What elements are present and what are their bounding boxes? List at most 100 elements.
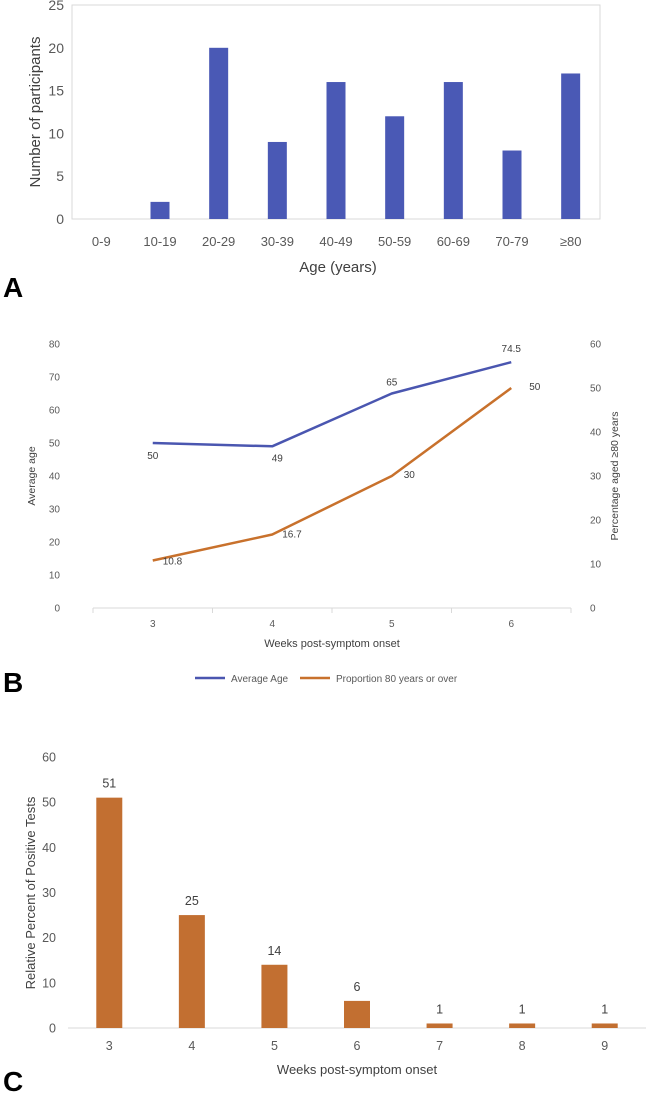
bar [509, 1023, 536, 1028]
panel-c-y-ticks: 0 10 20 30 40 50 60 [42, 751, 56, 1036]
y2-tick-label: 0 [590, 604, 596, 615]
y-tick-label: 20 [42, 931, 56, 945]
panel-c-letter: C [3, 1066, 23, 1094]
y-tick-label: 60 [42, 751, 56, 765]
y-tick-label: 40 [42, 841, 56, 855]
legend-label-average-age: Average Age [231, 674, 289, 685]
panel-c-x-axis-title: Weeks post-symptom onset [277, 1062, 438, 1077]
panel-b: 0 10 20 30 40 50 60 70 80 0 10 20 30 40 50 60 3 4 5 6 50 4… [3, 340, 621, 699]
y-tick-label: 0 [54, 604, 60, 615]
bar [561, 73, 581, 219]
x-tick-label: 5 [271, 1039, 278, 1053]
panel-c-data-labels: 51 25 14 6 1 1 1 [102, 777, 608, 1017]
y2-tick-label: 30 [590, 472, 602, 483]
bar [591, 1023, 618, 1028]
y-tick-label: 50 [49, 439, 61, 450]
y-tick-label: 10 [49, 571, 61, 582]
x-tick-label: 9 [601, 1039, 608, 1053]
panel-a-y-ticks: 0 5 10 15 20 25 [48, 0, 64, 227]
panel-b-x-ticks: 3 4 5 6 [150, 619, 515, 630]
data-label-average-age: 65 [386, 378, 398, 389]
y-tick-label: 30 [42, 886, 56, 900]
y-tick-label: 80 [49, 340, 61, 351]
data-label-proportion-80: 16.7 [282, 530, 302, 541]
bar [209, 47, 229, 219]
data-label-average-age: 74.5 [502, 344, 522, 355]
panel-b-y-axis-title: Average age [26, 446, 38, 506]
data-label-proportion-80: 30 [404, 470, 416, 481]
y-tick-label: 40 [49, 472, 61, 483]
x-tick-label: 3 [106, 1039, 113, 1053]
x-tick-label: 60-69 [437, 234, 470, 249]
data-label: 1 [601, 1002, 608, 1016]
y2-tick-label: 10 [590, 560, 602, 571]
x-tick-label: 3 [150, 619, 156, 630]
x-tick-label: 30-39 [261, 234, 294, 249]
panel-c-x-ticks: 3 4 5 6 7 8 9 [106, 1039, 608, 1053]
y-tick-label: 20 [49, 538, 61, 549]
panel-c-bars [96, 797, 618, 1028]
y2-tick-label: 40 [590, 428, 602, 439]
bar [178, 915, 205, 1028]
panel-a-x-ticks: 0-9 10-19 20-29 30-39 40-49 50-59 60-69 70-79 ≥8… [92, 234, 582, 249]
panel-a-y-axis-title: Number of participants [27, 37, 44, 188]
data-label: 51 [102, 777, 116, 791]
y-tick-label: 70 [49, 373, 61, 384]
bar [96, 797, 123, 1028]
y-tick-label: 50 [42, 796, 56, 810]
y-tick-label: 20 [48, 40, 64, 56]
panel-b-x-tick-marks [92, 608, 572, 613]
panel-c-y-axis-title: Relative Percent of Positive Tests [23, 796, 38, 989]
bar [426, 1023, 453, 1028]
panel-b-lines [152, 360, 512, 562]
x-tick-label: 0-9 [92, 234, 111, 249]
x-tick-label: 4 [188, 1039, 195, 1053]
data-label: 6 [354, 980, 361, 994]
x-tick-label: 40-49 [319, 234, 352, 249]
x-tick-label: 6 [508, 619, 514, 630]
y2-tick-label: 20 [590, 516, 602, 527]
panel-a-bars [150, 47, 581, 219]
bar [150, 201, 170, 219]
data-label-proportion-80: 50 [529, 382, 541, 393]
y-tick-label: 30 [49, 505, 61, 516]
series-line-proportion-80 [152, 386, 512, 562]
panel-b-left-y-ticks: 0 10 20 30 40 50 60 70 80 [49, 340, 61, 615]
bar [385, 116, 405, 219]
data-label-average-age: 50 [147, 451, 159, 462]
bar [502, 150, 522, 219]
x-tick-label: 7 [436, 1039, 443, 1053]
x-tick-label: 5 [389, 619, 395, 630]
bar [443, 82, 463, 219]
x-tick-label: 6 [354, 1039, 361, 1053]
y-tick-label: 10 [48, 125, 64, 141]
data-label: 1 [519, 1002, 526, 1016]
y2-tick-label: 60 [590, 340, 602, 351]
y-tick-label: 5 [56, 168, 64, 184]
x-tick-label: 70-79 [495, 234, 528, 249]
data-label: 14 [267, 944, 281, 958]
panel-b-x-axis-title: Weeks post-symptom onset [264, 638, 400, 650]
x-tick-label: 50-59 [378, 234, 411, 249]
y-tick-label: 15 [48, 83, 64, 99]
data-label-proportion-80: 10.8 [163, 556, 183, 567]
y-tick-label: 10 [42, 976, 56, 990]
panel-b-letter: B [3, 667, 23, 698]
x-tick-label: 4 [269, 619, 275, 630]
panel-a: 0 5 10 15 20 25 0-9 10-19 20-29 30-39 40-49 50-59 6… [3, 0, 601, 303]
legend-label-proportion-80: Proportion 80 years or over [336, 674, 458, 685]
panel-b-data-labels: 50 49 65 74.5 10.8 16.7 30 50 [147, 344, 541, 567]
data-label: 1 [436, 1002, 443, 1016]
panel-b-y2-axis-title: Percentage aged ≥80 years [609, 412, 621, 541]
y2-tick-label: 50 [590, 384, 602, 395]
panel-b-right-y-ticks: 0 10 20 30 40 50 60 [590, 340, 602, 615]
bar [261, 964, 288, 1028]
bar [267, 141, 287, 219]
panel-a-letter: A [3, 272, 23, 303]
bar [344, 1000, 370, 1028]
x-tick-label: 20-29 [202, 234, 235, 249]
x-tick-label: ≥80 [560, 234, 582, 249]
panel-b-legend: Average Age Proportion 80 years or over [195, 674, 458, 685]
x-tick-label: 10-19 [143, 234, 176, 249]
